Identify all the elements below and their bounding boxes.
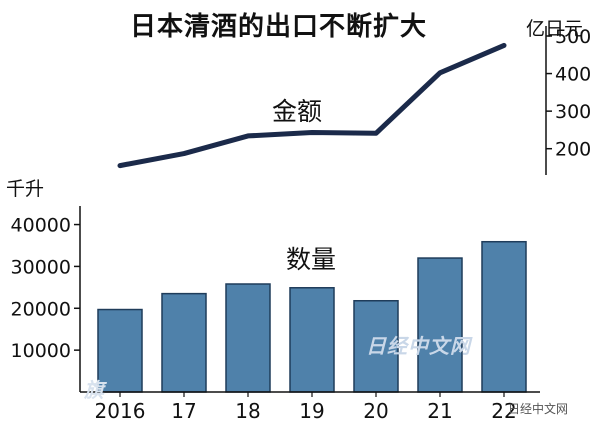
x-tick-label: 22 [491,399,516,423]
bars-layer [97,240,527,393]
volume-y-tick-label: 30000 [11,256,71,278]
x-tick-label: 20 [363,399,388,423]
volume-y-tick-label: 20000 [11,298,71,320]
amount-unit-label: 亿日元 [526,18,584,40]
axes-layer: 2016 17 18 19 20 21 22 10000 20000 30000 40000 200 3… [11,26,591,423]
x-tick-label: 18 [235,399,260,423]
amount-y-tick-label: 500 [555,26,591,48]
watermark-center: 日经中文网 [366,334,471,358]
x-tick-label: 17 [171,399,196,423]
bar-17 [161,292,207,393]
chart-title: 日本清酒的出口不断扩大 [130,12,428,42]
x-tick-label: 21 [427,399,452,423]
volume-y-tick-label: 10000 [11,340,71,362]
volume-unit-label: 千升 [6,178,45,200]
amount-series-label: 金额 [272,97,323,126]
line-layer [117,42,507,169]
amount-y-tick-label: 400 [555,64,591,86]
watermark-bottom-left: 旗 [84,378,105,402]
bar-19 [289,287,335,393]
amount-line [117,42,507,169]
amount-y-tick-label: 200 [555,139,591,161]
amount-y-tick-label: 300 [555,101,591,123]
bar-22 [481,240,527,393]
x-tick-label: 2016 [95,399,146,423]
volume-y-tick-label: 40000 [11,215,71,237]
watermark-bottom-right: 日经中文网 [508,402,569,416]
volume-series-label: 数量 [286,245,337,274]
bar-20 [353,299,399,393]
bar-21 [417,257,463,393]
x-tick-label: 19 [299,399,324,423]
bar-18 [225,283,271,393]
